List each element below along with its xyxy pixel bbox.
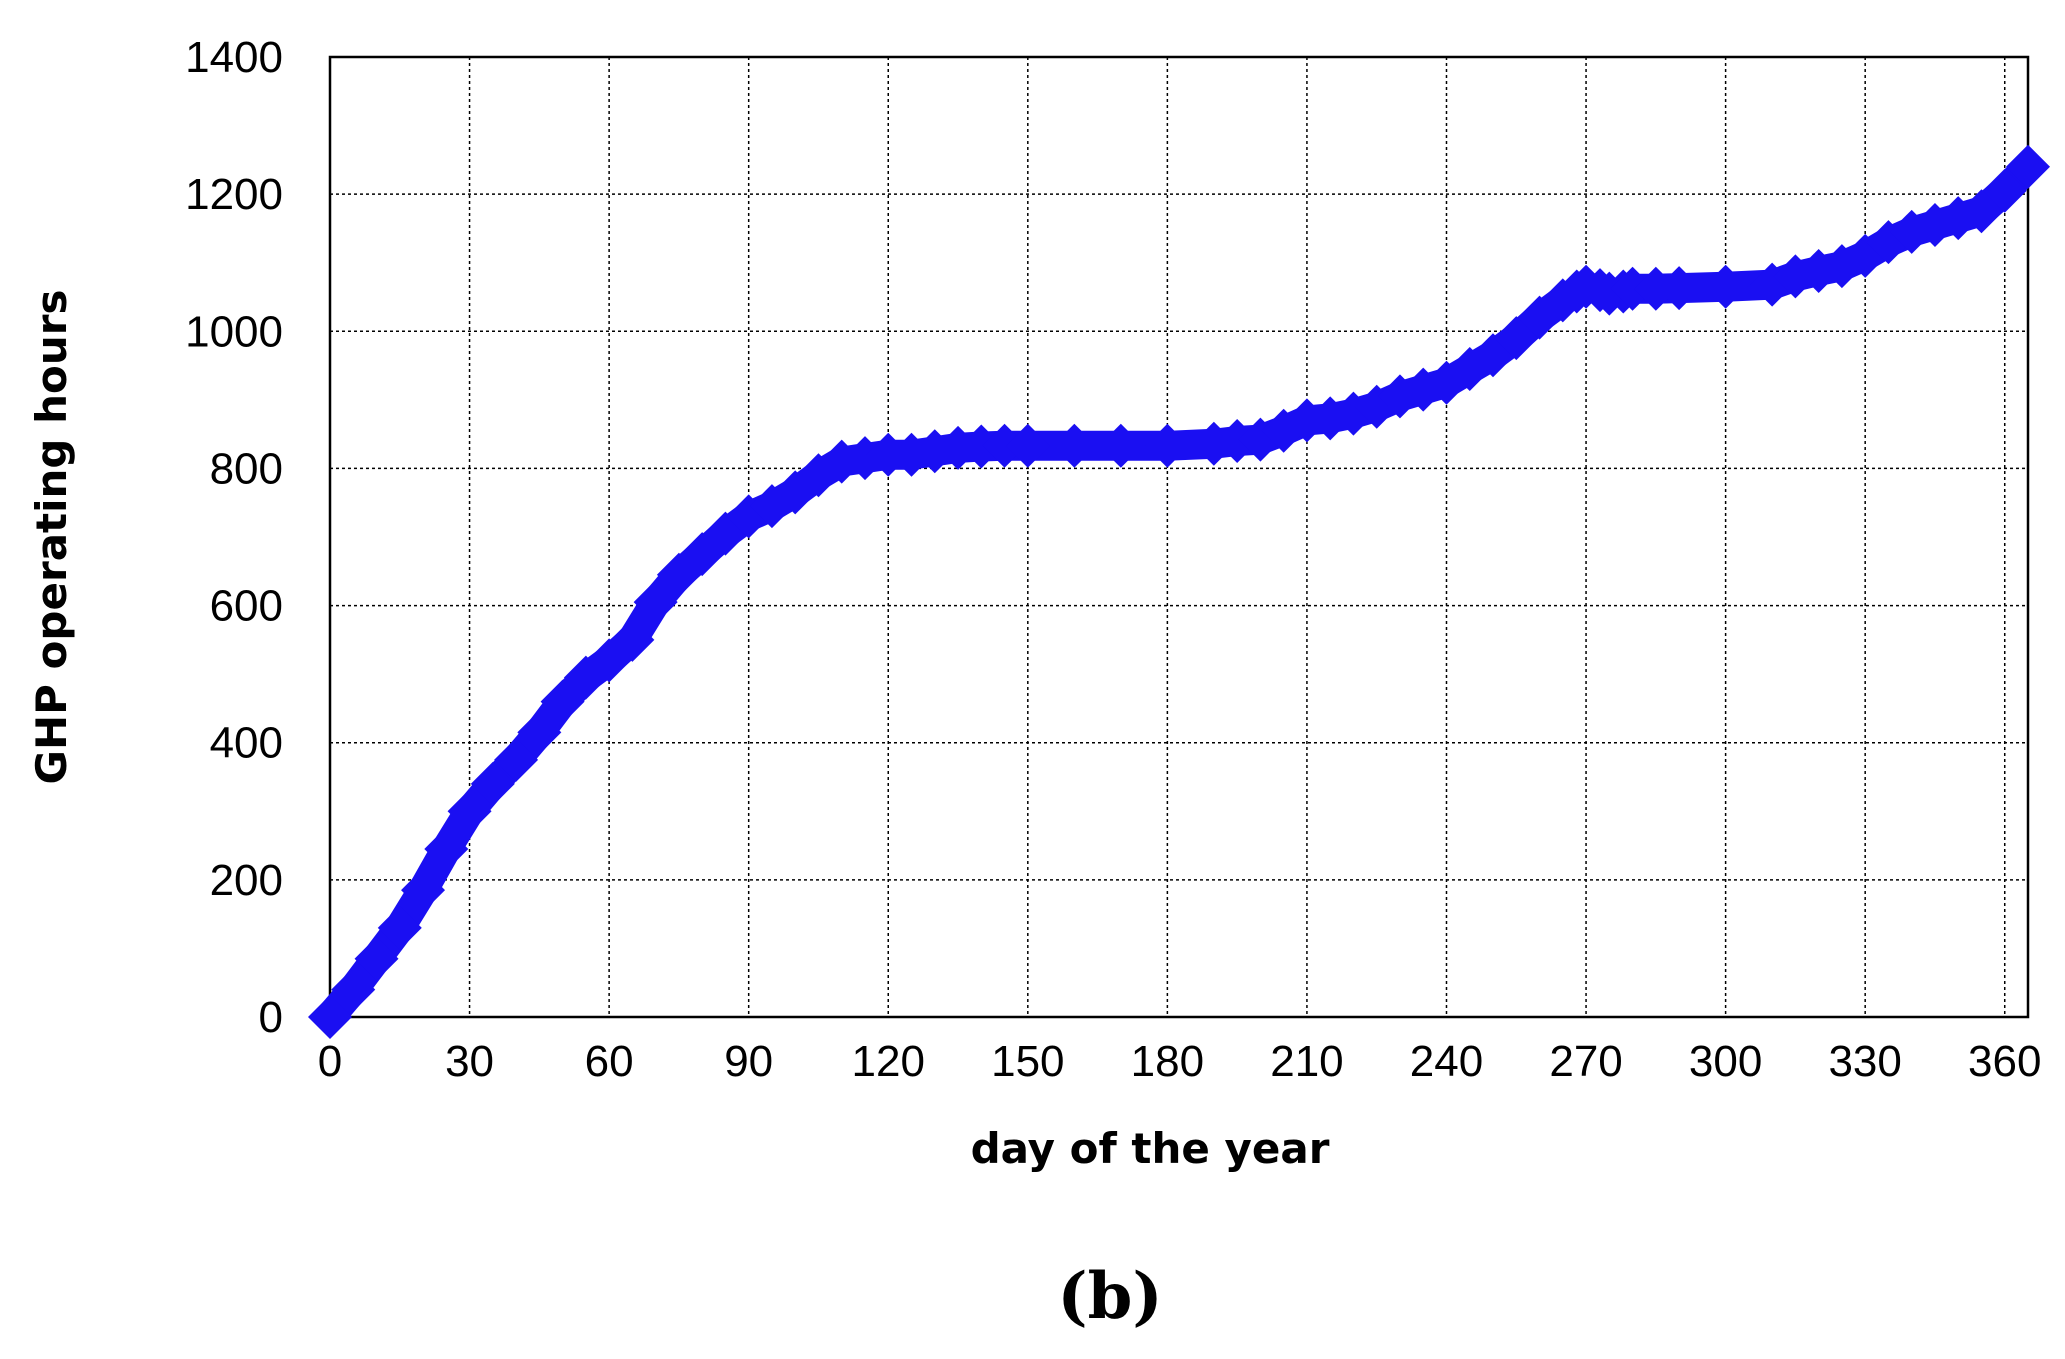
x-tick-label: 90 — [724, 1037, 773, 1086]
x-tick-label: 60 — [585, 1037, 634, 1086]
data-point — [1610, 266, 1655, 311]
x-tick-labels: 0 30 60 90 120 150 180 210 240 270 300 330 360 — [318, 1037, 2042, 1086]
data-point — [1052, 423, 1097, 468]
data-point — [354, 936, 399, 981]
x-tick-label: 300 — [1689, 1037, 1762, 1086]
data-point — [494, 737, 539, 782]
x-tick-label: 120 — [852, 1037, 925, 1086]
y-tick-label: 800 — [210, 444, 283, 493]
data-point — [517, 710, 562, 755]
data-point — [726, 494, 771, 539]
y-tick-label: 0 — [259, 993, 283, 1042]
x-tick-label: 240 — [1410, 1037, 1483, 1086]
data-point — [633, 580, 678, 625]
x-tick-label: 330 — [1828, 1037, 1901, 1086]
x-tick-label: 210 — [1270, 1037, 1343, 1086]
data-point — [703, 511, 748, 556]
x-tick-label: 30 — [445, 1037, 494, 1086]
data-point — [1005, 423, 1050, 468]
x-tick-label: 150 — [991, 1037, 1064, 1086]
data-point — [610, 617, 655, 662]
data-point — [1633, 266, 1678, 311]
data-point — [1773, 254, 1818, 299]
x-tick-label: 360 — [1968, 1037, 2041, 1086]
y-tick-label: 400 — [210, 719, 283, 768]
data-point — [308, 995, 352, 1039]
x-tick-label: 180 — [1131, 1037, 1204, 1086]
data-point — [470, 761, 515, 806]
x-tick-label: 270 — [1549, 1037, 1622, 1086]
y-tick-labels: 0 200 400 600 800 1000 1200 1400 — [185, 33, 283, 1042]
data-point — [1703, 264, 1748, 309]
data-point — [424, 827, 469, 871]
series-1 — [308, 144, 2050, 1039]
y-tick-label: 1400 — [185, 33, 283, 82]
plot-frame — [328, 55, 2030, 1019]
data-point — [331, 967, 376, 1012]
x-axis-label: day of the year — [971, 1124, 1330, 1173]
data-point — [377, 905, 422, 950]
y-tick-label: 200 — [210, 856, 283, 905]
panel-label: (b) — [1057, 1259, 1162, 1334]
data-point — [1098, 423, 1143, 468]
data-point — [982, 423, 1027, 468]
y-tick-label: 1000 — [185, 307, 283, 356]
y-axis-label: GHP operating hours — [27, 290, 76, 785]
data-point — [1145, 423, 1190, 468]
y-tick-label: 1200 — [185, 170, 283, 219]
data-point — [401, 868, 446, 913]
plot-area — [330, 57, 2028, 1017]
data-point — [959, 424, 1004, 469]
data-point — [540, 679, 585, 724]
data-point — [1982, 168, 2027, 213]
grid-lines — [330, 57, 2028, 1017]
data-point — [866, 432, 911, 477]
data-point — [1657, 266, 1702, 311]
data-point — [447, 789, 492, 834]
x-tick-label: 0 — [318, 1037, 342, 1086]
y-tick-label: 600 — [210, 582, 283, 631]
data-point — [2006, 144, 2050, 189]
